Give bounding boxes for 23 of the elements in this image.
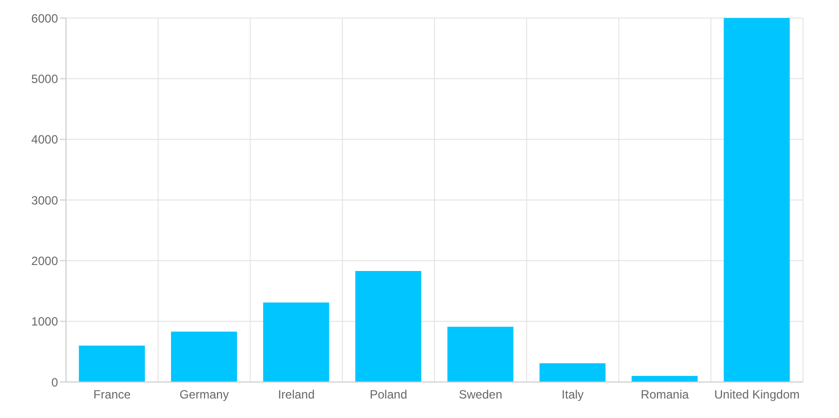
y-tick-label: 0 — [51, 375, 58, 390]
bar — [78, 346, 145, 382]
bar — [540, 363, 606, 382]
x-tick-label: Germany — [180, 388, 229, 402]
y-tick-label: 2000 — [31, 254, 58, 268]
bar — [263, 302, 330, 382]
x-tick-label: Romania — [640, 388, 690, 402]
bar — [632, 376, 698, 382]
x-tick-label: Poland — [370, 388, 408, 402]
x-tick-label: Sweden — [458, 388, 502, 402]
y-tick-label: 6000 — [31, 11, 58, 26]
bar — [355, 270, 422, 382]
bar — [447, 326, 514, 382]
y-tick-label: 5000 — [31, 72, 58, 86]
bar — [171, 332, 238, 382]
x-tick-label: Italy — [562, 388, 584, 402]
x-tick-label: France — [93, 388, 132, 402]
y-tick-label: 4000 — [31, 132, 58, 147]
x-tick-label: United Kingdom — [714, 388, 800, 402]
y-tick-label: 1000 — [31, 314, 58, 329]
x-tick-label: Ireland — [278, 388, 315, 402]
y-tick-label: 3000 — [31, 193, 58, 208]
bar — [724, 18, 790, 382]
